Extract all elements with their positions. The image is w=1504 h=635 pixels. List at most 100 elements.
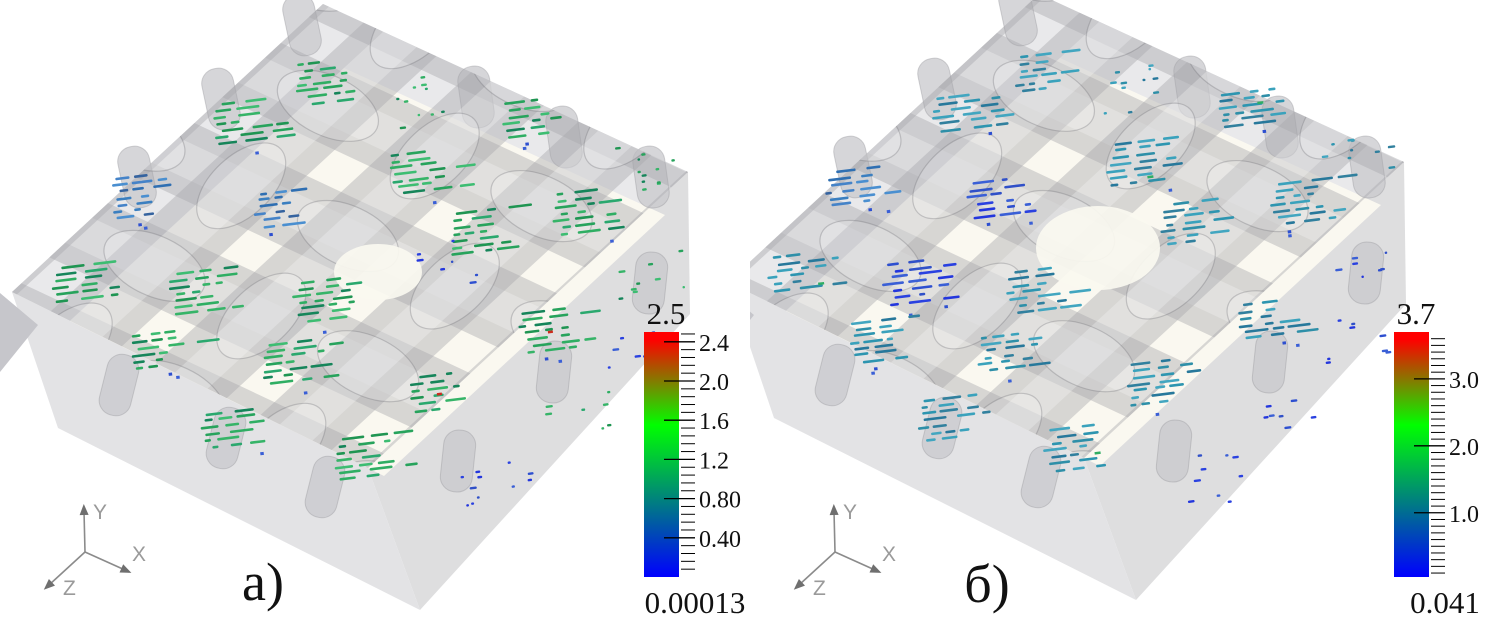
vector-glyph [501, 240, 512, 244]
vector-glyph [982, 410, 991, 414]
vector-glyph [113, 210, 123, 214]
vector-glyph [1035, 52, 1052, 57]
vector-glyph [1083, 430, 1099, 436]
vector-glyph [143, 212, 155, 216]
vector-glyph [407, 156, 431, 162]
vector-glyph [921, 405, 928, 410]
vector-glyph-cluster [502, 98, 562, 151]
vector-glyph [321, 73, 335, 78]
vector-glyph [988, 131, 993, 136]
vector-glyph [1184, 220, 1202, 225]
vector-glyph [249, 419, 265, 424]
vector-glyph [215, 135, 229, 140]
yarn-end-stub [814, 343, 856, 407]
vector-glyph [168, 285, 191, 291]
vector-glyph [336, 97, 355, 103]
vector-glyph [274, 195, 283, 199]
vector-glyph [577, 228, 601, 234]
vector-glyph [451, 250, 474, 256]
vector-glyph [875, 348, 897, 354]
vector-glyph [82, 288, 98, 293]
vector-glyph [1137, 138, 1156, 144]
vector-glyph [485, 248, 493, 252]
vector-glyph [1287, 322, 1311, 328]
vector-glyph [393, 429, 414, 435]
vector-glyph [328, 302, 338, 306]
vector-glyph [1038, 86, 1047, 91]
vector-glyph [1241, 114, 1264, 120]
block-corner-wedge [750, 311, 754, 320]
axis-arrow-z [793, 579, 805, 590]
vector-glyph [799, 284, 823, 290]
vector-glyph [506, 127, 525, 133]
yarn-end-stub [631, 251, 669, 315]
vector-glyph [1037, 306, 1058, 312]
axis-arrow-y [79, 504, 89, 516]
vector-glyph [926, 438, 936, 442]
vector-glyph [366, 473, 380, 478]
vector-glyph [297, 311, 320, 317]
vector-glyph [405, 462, 418, 467]
vector-glyph [221, 127, 244, 133]
axis-line-x [834, 551, 876, 571]
vector-glyph [1004, 183, 1026, 189]
vector-glyph [272, 127, 294, 133]
vector-glyph [486, 207, 497, 212]
vector-glyph [196, 338, 220, 344]
vector-glyph [164, 329, 176, 334]
vector-glyph [908, 298, 932, 305]
vector-glyph [377, 459, 395, 465]
vector-glyph [311, 101, 325, 106]
vector-glyph [1006, 198, 1015, 203]
vector-glyph [1007, 275, 1030, 281]
vector-glyph [777, 261, 801, 267]
vector-glyph [1133, 165, 1152, 171]
vector-glyph [204, 418, 213, 422]
vector-glyph [1238, 474, 1244, 478]
vector-glyph [1295, 343, 1300, 348]
vector-glyph [545, 412, 553, 416]
vector-glyph [1147, 175, 1154, 179]
vector-glyph [430, 379, 445, 384]
vector-glyph [1380, 267, 1385, 271]
vector-glyph [1327, 357, 1331, 361]
vector-glyph [258, 197, 270, 201]
vector-glyph [1036, 301, 1045, 305]
vector-glyph [1160, 358, 1171, 363]
block-corner-wedge [0, 293, 38, 372]
vector-glyph [866, 165, 881, 170]
vector-glyph [119, 188, 129, 193]
vector-glyph [1041, 71, 1058, 77]
vector-glyph [634, 354, 642, 358]
vector-glyph-cluster [334, 429, 418, 481]
vector-glyph [143, 226, 148, 230]
vector-glyph [980, 102, 999, 108]
vector-glyph [942, 395, 962, 401]
vector-glyph [807, 258, 825, 263]
vector-glyph [1037, 292, 1061, 298]
vector-glyph [445, 372, 453, 376]
vector-glyph [607, 225, 625, 231]
vector-glyph [283, 373, 294, 377]
yarn-end-stub [1020, 445, 1062, 509]
vector-glyph [331, 307, 351, 313]
weave-bump [216, 272, 307, 360]
vector-glyph [1037, 281, 1047, 286]
vector-glyph [1148, 67, 1152, 71]
vector-glyph [854, 346, 870, 351]
vector-glyph [167, 336, 177, 340]
vector-glyph [1167, 241, 1177, 246]
vector-glyph [394, 170, 417, 176]
vector-glyph [80, 294, 104, 301]
vector-glyph [861, 173, 873, 178]
vector-glyph [293, 344, 317, 350]
vector-glyph [581, 408, 586, 412]
vector-glyph [967, 393, 978, 397]
vector-glyph [282, 221, 306, 227]
vector-glyph-cluster [263, 338, 344, 395]
vector-glyph-cluster [1103, 64, 1160, 115]
vector-glyph [855, 179, 869, 184]
vector-glyph [431, 407, 441, 412]
vector-glyph [1049, 426, 1071, 432]
vector-glyph [1158, 399, 1169, 404]
